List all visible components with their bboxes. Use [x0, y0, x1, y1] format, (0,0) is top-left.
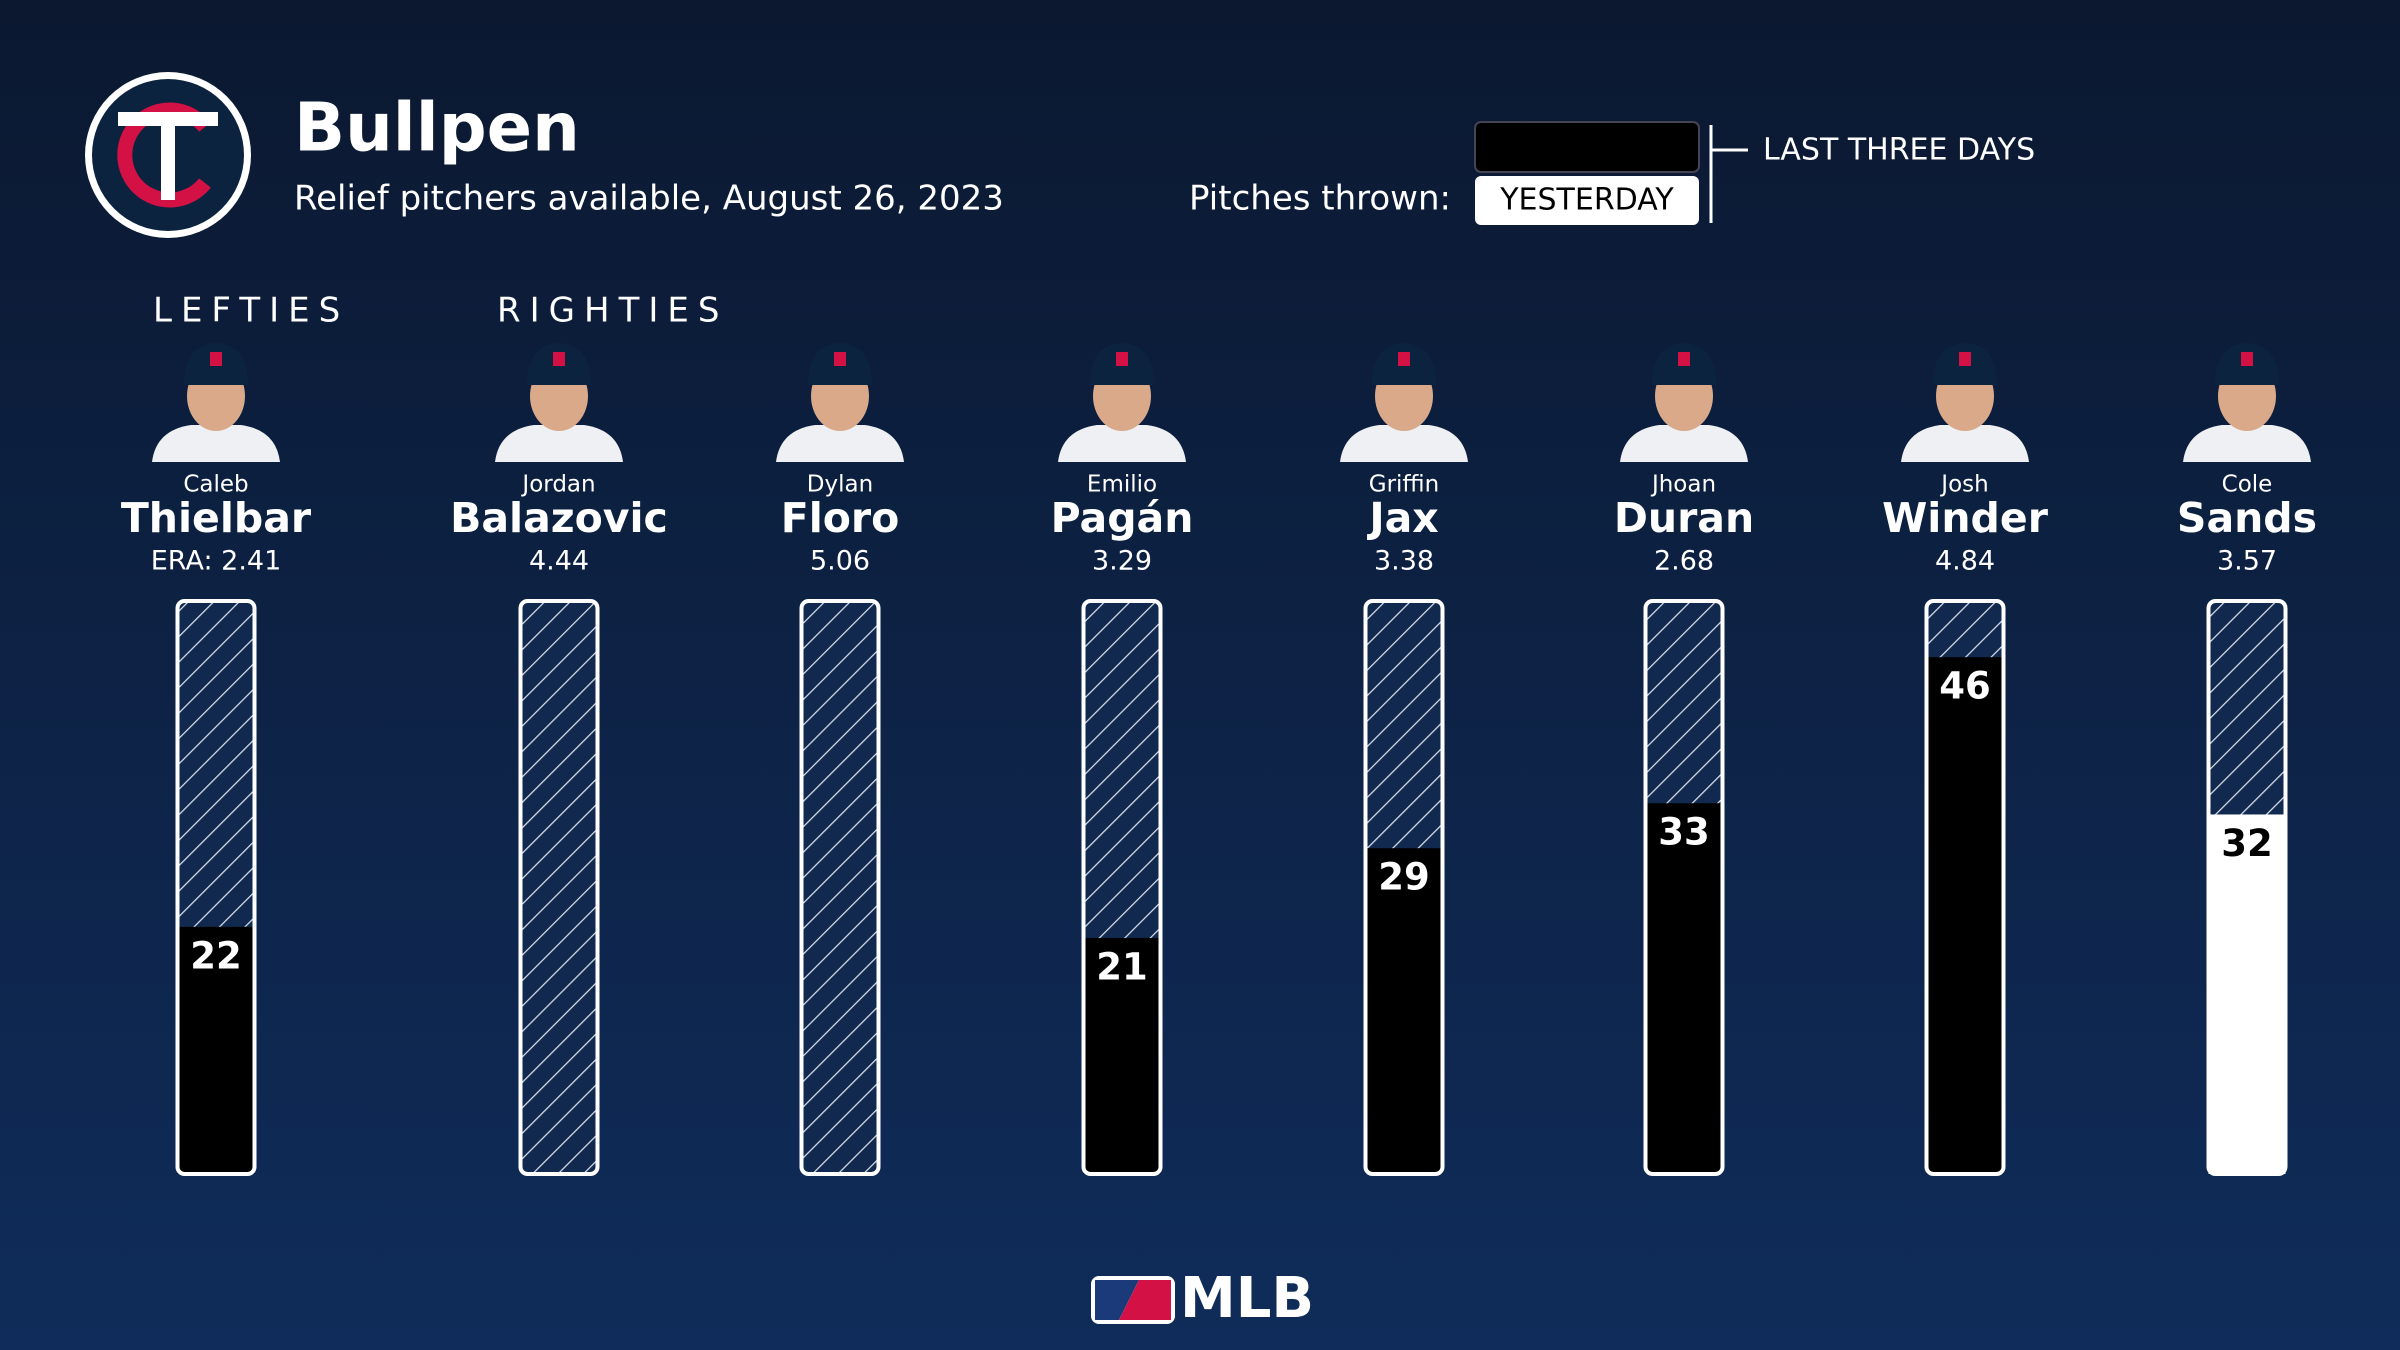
last-name: Jax	[1366, 494, 1438, 542]
cap-logo	[210, 352, 222, 366]
first-name: Cole	[2222, 472, 2273, 498]
subtitle: Relief pitchers available, August 26, 20…	[294, 179, 1004, 219]
first-name: Dylan	[807, 472, 873, 498]
player-photo	[152, 343, 280, 462]
jersey	[1340, 425, 1468, 462]
cap-logo	[1959, 352, 1971, 366]
bar-outline	[1081, 599, 1163, 1176]
team-logo	[85, 72, 251, 238]
bar	[1365, 848, 1443, 1174]
last-name: Pagán	[1051, 494, 1194, 542]
legend-label: LAST THREE DAYS	[1763, 133, 2035, 168]
bar-track	[801, 601, 879, 1174]
first-name: Caleb	[183, 472, 248, 498]
first-name: Josh	[1939, 472, 1988, 498]
first-name: Jordan	[520, 472, 595, 498]
last-name: Thielbar	[121, 494, 312, 542]
era: 3.29	[1092, 546, 1152, 577]
legend-title: Pitches thrown:	[1189, 179, 1451, 219]
era: 3.38	[1374, 546, 1434, 577]
cap-logo	[553, 352, 565, 366]
group-label: RIGHTIES	[497, 291, 728, 331]
last-name: Duran	[1614, 494, 1754, 542]
mlb-logo: MLB	[1091, 1266, 1314, 1331]
first-name: Emilio	[1087, 472, 1157, 498]
player-photo	[1901, 343, 2029, 462]
legend-label: YESTERDAY	[1499, 183, 1674, 218]
era: 3.57	[2217, 546, 2277, 577]
bar	[2208, 814, 2286, 1174]
era: ERA: 2.41	[151, 546, 282, 577]
last-name: Floro	[781, 494, 900, 542]
player-photo	[1058, 343, 1186, 462]
bar-outline	[1643, 599, 1725, 1176]
bar-outline	[175, 599, 257, 1176]
legend: YESTERDAY LAST THREE DAYS	[1474, 121, 2035, 225]
bar-track	[520, 601, 598, 1174]
era: 4.84	[1935, 546, 1995, 577]
first-name: Jhoan	[1650, 472, 1716, 498]
bar-outline	[1363, 599, 1445, 1176]
jersey	[776, 425, 904, 462]
player-photo	[776, 343, 904, 462]
bar-outline	[518, 599, 600, 1176]
era: 2.68	[1654, 546, 1714, 577]
first-name: Griffin	[1369, 472, 1439, 498]
bar	[1083, 938, 1161, 1174]
last-name: Winder	[1882, 494, 2049, 542]
era: 4.44	[529, 546, 589, 577]
cap-logo	[1116, 352, 1128, 366]
jersey	[495, 425, 623, 462]
player-photo	[1340, 343, 1468, 462]
bar-value: 22	[190, 934, 242, 977]
player-photo	[2183, 343, 2311, 462]
bar-outline	[1924, 599, 2006, 1176]
cap-logo	[1398, 352, 1410, 366]
mlb-wordmark: MLB	[1180, 1266, 1314, 1331]
group-label: LEFTIES	[153, 291, 349, 331]
jersey	[1620, 425, 1748, 462]
jersey	[2183, 425, 2311, 462]
player-photo	[1620, 343, 1748, 462]
bar-value: 46	[1939, 665, 1991, 708]
cap-logo	[2241, 352, 2253, 366]
jersey	[1901, 425, 2029, 462]
bar-outline	[2206, 599, 2288, 1176]
legend-swatch	[1475, 176, 1699, 225]
jersey	[152, 425, 280, 462]
bar	[1926, 657, 2004, 1174]
last-name: Sands	[2177, 494, 2317, 542]
bar-value: 21	[1096, 946, 1148, 989]
jersey	[1058, 425, 1186, 462]
title: Bullpen	[294, 89, 580, 167]
bar-value: 29	[1378, 856, 1430, 899]
last-name: Balazovic	[450, 494, 668, 542]
bar-value: 32	[2221, 822, 2273, 865]
bar-value: 33	[1658, 811, 1710, 854]
cap-logo	[1678, 352, 1690, 366]
player-photo	[495, 343, 623, 462]
era: 5.06	[810, 546, 870, 577]
legend-swatch	[1474, 121, 1700, 173]
bar	[1645, 803, 1723, 1174]
cap-logo	[834, 352, 846, 366]
bar-outline	[799, 599, 881, 1176]
bar	[177, 926, 255, 1174]
